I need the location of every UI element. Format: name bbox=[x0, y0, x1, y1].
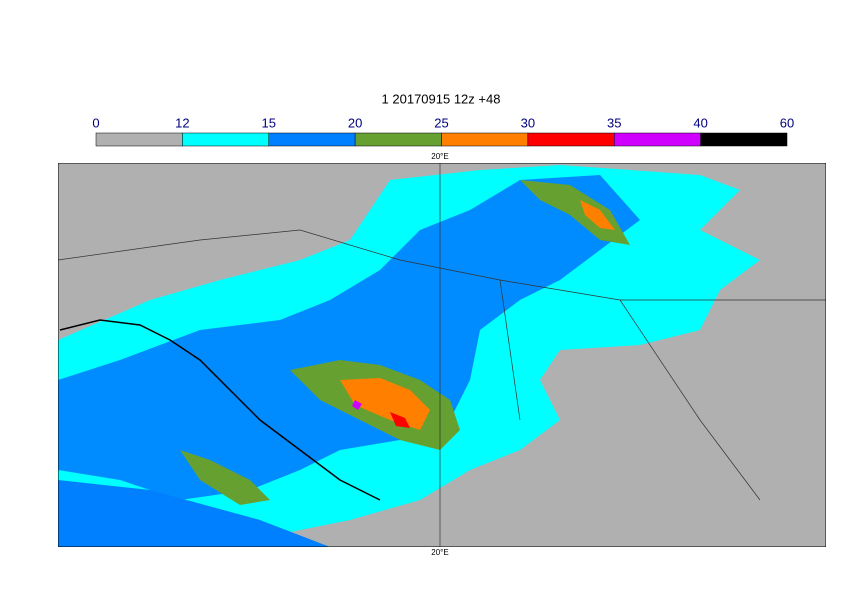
precip-20 bbox=[180, 450, 270, 505]
precip-35 bbox=[352, 400, 362, 410]
title: 1 20170915 12z +48 bbox=[382, 91, 501, 106]
colorbar-label: 0 bbox=[92, 115, 99, 130]
colorbar: 0 12 15 20 25 30 35 40 60 bbox=[92, 115, 794, 147]
bottom-lon-label: 20°E bbox=[431, 548, 448, 557]
colorbar-segment bbox=[182, 132, 269, 147]
colorbar-segment bbox=[354, 132, 442, 147]
colorbar-segment bbox=[614, 132, 701, 147]
colorbar-label: 35 bbox=[607, 115, 621, 130]
precip-15 bbox=[58, 175, 640, 500]
coastline bbox=[59, 319, 381, 501]
precip-25 bbox=[340, 378, 430, 430]
colorbar-segment bbox=[95, 132, 183, 147]
colorbar-segment bbox=[700, 132, 788, 147]
colorbar-label: 60 bbox=[780, 115, 794, 130]
colorbar-label: 25 bbox=[434, 115, 448, 130]
colorbar-label: 30 bbox=[521, 115, 535, 130]
borders bbox=[58, 163, 826, 547]
colorbar-segment bbox=[268, 132, 356, 147]
precip-30 bbox=[390, 412, 410, 428]
precip-15 bbox=[58, 480, 330, 547]
colorbar-label: 15 bbox=[262, 115, 276, 130]
colorbar-segment bbox=[441, 132, 529, 147]
top-lon-label: 20°E bbox=[431, 152, 448, 161]
map bbox=[58, 163, 826, 547]
colorbar-label: 40 bbox=[693, 115, 707, 130]
precip-20 bbox=[520, 180, 630, 245]
precip-25 bbox=[580, 200, 615, 230]
colorbar-segment bbox=[527, 132, 615, 147]
colorbar-label: 12 bbox=[175, 115, 189, 130]
colorbar-label: 20 bbox=[348, 115, 362, 130]
